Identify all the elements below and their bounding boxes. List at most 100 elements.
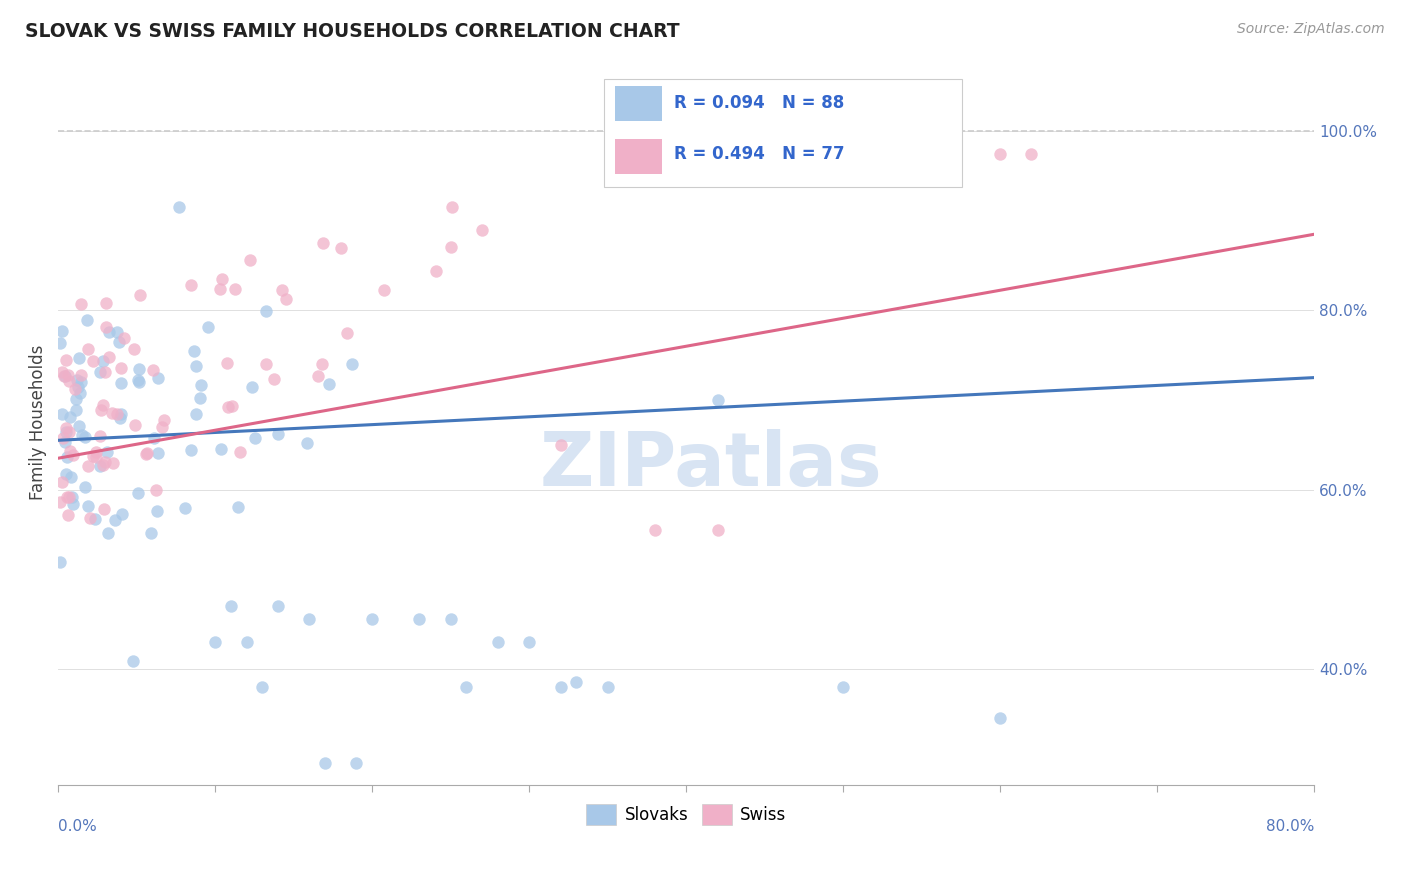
Point [110, 408, 132, 422]
Point [373, 283, 395, 297]
Point [121, 654, 143, 668]
Point [60, 491, 83, 505]
Point [267, 426, 290, 441]
Point [89, 429, 111, 443]
Point [84, 511, 107, 525]
Point [59, 443, 82, 458]
Point [270, 283, 292, 297]
Point [59, 409, 82, 424]
Point [318, 377, 340, 392]
Text: 80.0%: 80.0% [1265, 819, 1315, 834]
Point [48, 335, 70, 350]
Point [79, 511, 101, 525]
Point [48, 555, 70, 569]
Point [69, 296, 91, 310]
Point [91, 353, 114, 368]
Point [550, 438, 572, 452]
Point [180, 443, 202, 458]
Text: SLOVAK VS SWISS FAMILY HOUSEHOLDS CORRELATION CHART: SLOVAK VS SWISS FAMILY HOUSEHOLDS CORREL… [25, 22, 681, 41]
Point [127, 485, 149, 500]
Point [565, 675, 588, 690]
Point [209, 282, 232, 296]
Point [76, 313, 98, 327]
Point [82, 354, 104, 368]
Point [110, 361, 132, 376]
Point [67, 351, 90, 365]
Point [56, 368, 79, 382]
Point [51, 475, 73, 490]
Point [96, 445, 118, 459]
Point [988, 711, 1011, 725]
Point [148, 446, 170, 460]
Point [312, 235, 335, 250]
Point [224, 282, 246, 296]
Point [596, 680, 619, 694]
Point [110, 507, 132, 521]
Point [58, 490, 80, 504]
Point [183, 343, 205, 358]
Point [127, 373, 149, 387]
Point [110, 376, 132, 391]
Point [456, 680, 478, 694]
Point [75, 480, 97, 494]
Point [84, 445, 107, 459]
Point [53, 369, 76, 384]
Point [408, 612, 430, 626]
Point [55, 467, 77, 482]
Point [336, 326, 359, 341]
Point [108, 334, 131, 349]
Point [252, 680, 274, 694]
Point [226, 500, 249, 514]
Point [240, 380, 263, 394]
Point [167, 201, 190, 215]
Point [486, 635, 509, 649]
Point [76, 499, 98, 513]
Point [112, 331, 135, 345]
Point [550, 680, 572, 694]
Point [152, 413, 174, 427]
Point [56, 491, 79, 505]
Point [146, 504, 169, 518]
Point [58, 508, 80, 523]
Bar [614, 87, 662, 121]
Text: R = 0.094   N = 88: R = 0.094 N = 88 [673, 94, 844, 112]
Point [229, 445, 252, 459]
FancyBboxPatch shape [605, 79, 963, 186]
Point [55, 425, 77, 439]
Point [988, 146, 1011, 161]
Point [89, 458, 111, 473]
Point [298, 612, 321, 626]
Point [65, 403, 87, 417]
Point [150, 420, 173, 434]
Point [186, 359, 208, 374]
Legend: Slovaks, Swiss: Slovaks, Swiss [579, 797, 793, 831]
Point [108, 411, 131, 425]
Point [307, 368, 329, 383]
Point [49, 494, 72, 508]
Point [128, 361, 150, 376]
Point [139, 526, 162, 541]
Point [67, 418, 90, 433]
Point [346, 756, 368, 770]
Point [1021, 146, 1043, 161]
Point [122, 342, 145, 356]
Point [124, 418, 146, 433]
Point [361, 612, 384, 626]
Point [96, 295, 118, 310]
Text: R = 0.494   N = 77: R = 0.494 N = 77 [673, 145, 844, 163]
Point [60, 469, 83, 483]
Point [209, 442, 232, 456]
Point [254, 357, 277, 371]
Text: ZIPatlas: ZIPatlas [540, 429, 883, 502]
Point [94, 455, 117, 469]
Point [62, 497, 84, 511]
Point [82, 449, 104, 463]
Point [53, 368, 76, 383]
Y-axis label: Family Households: Family Households [30, 344, 46, 500]
Point [239, 253, 262, 268]
Point [105, 325, 128, 339]
Point [55, 352, 77, 367]
Point [62, 448, 84, 462]
Point [55, 420, 77, 434]
Point [98, 325, 121, 339]
